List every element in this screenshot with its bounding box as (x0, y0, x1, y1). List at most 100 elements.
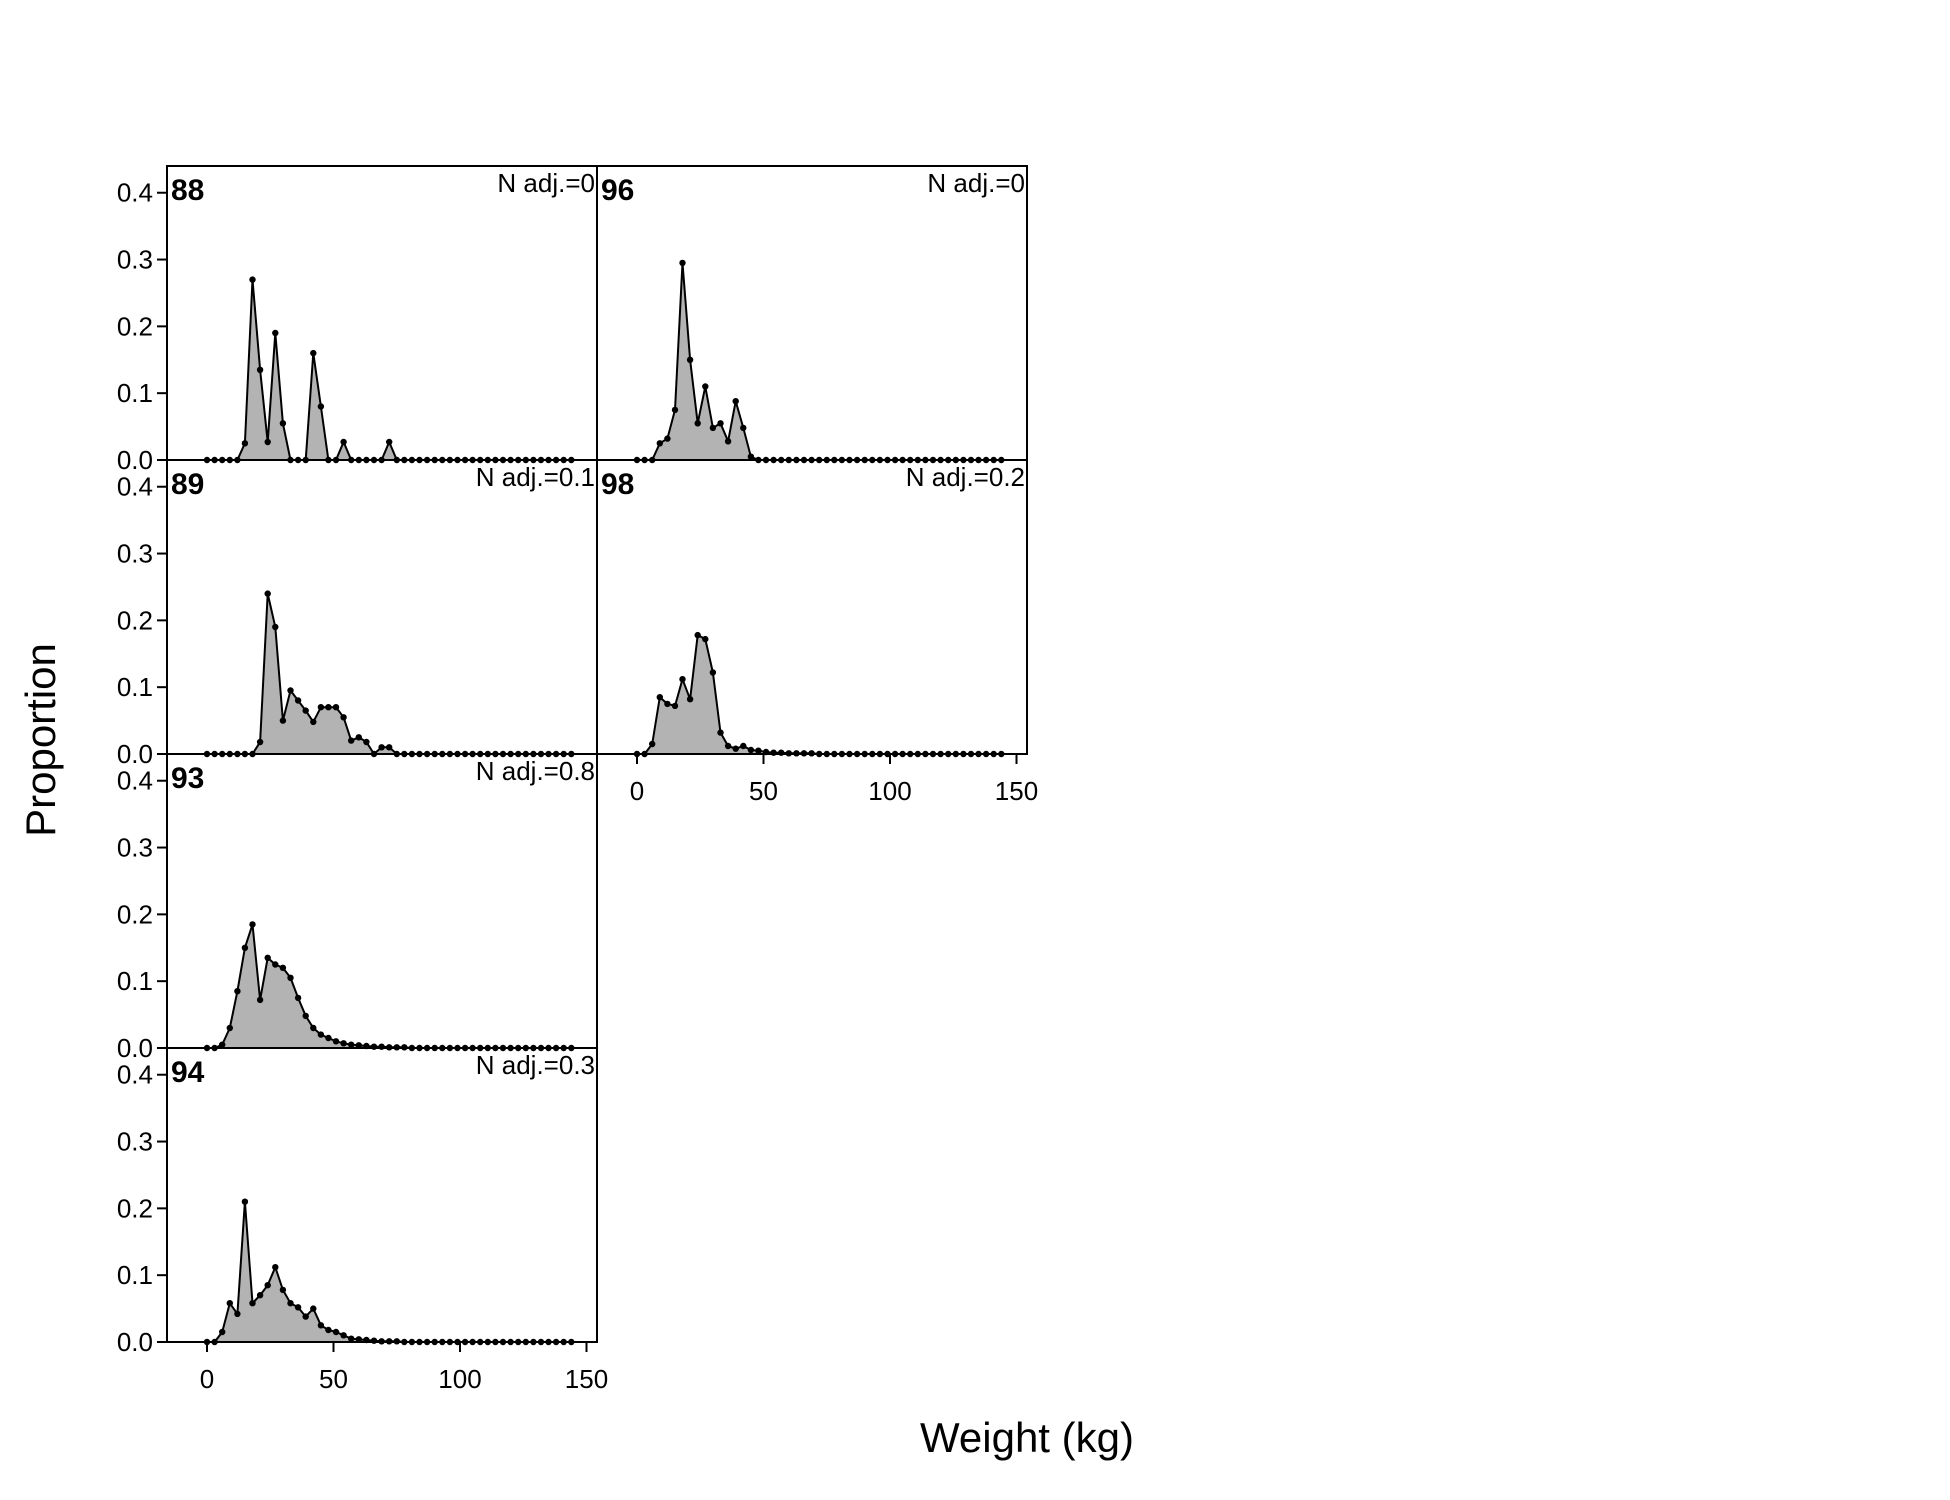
data-point (656, 440, 663, 447)
x-tick-label: 50 (319, 1364, 348, 1394)
data-point (219, 1328, 226, 1336)
data-point (302, 1012, 309, 1020)
data-point (664, 700, 671, 708)
data-point (287, 1300, 294, 1307)
x-tick-label: 100 (868, 776, 911, 806)
data-point (234, 988, 241, 995)
area-fill-89 (207, 593, 572, 754)
y-tick-label: 0.3 (117, 1127, 153, 1157)
data-point (755, 747, 762, 754)
data-point (348, 737, 355, 744)
panel-96: 96 N adj.=0 (596, 165, 1028, 464)
data-point (272, 1264, 279, 1271)
x-tick-label: 150 (995, 776, 1038, 806)
data-point (279, 420, 287, 427)
panel-98: 0 50 100 150 98 N adj.=0.2 (596, 459, 1038, 806)
data-point (219, 1041, 226, 1048)
panel-94: 0.0 0.1 0.2 0.3 0.4 0 50 100 150 94 N adj.=0.3 (117, 1047, 608, 1394)
y-tick-label: 0.4 (117, 178, 153, 208)
data-point (702, 383, 709, 390)
data-point (234, 1310, 241, 1318)
data-point (740, 742, 747, 750)
panel-adj-label: N adj.=0.1 (476, 462, 595, 492)
data-point (317, 1031, 325, 1038)
data-point (272, 329, 279, 337)
data-point (264, 590, 271, 597)
data-point (325, 704, 332, 711)
y-tick-label: 0.1 (117, 966, 153, 996)
data-point (279, 717, 287, 724)
y-tick-label: 0.0 (117, 739, 153, 769)
panel-adj-label: N adj.=0 (927, 168, 1025, 198)
y-tick-label: 0.4 (117, 766, 153, 796)
data-point (656, 694, 663, 701)
data-point (317, 1322, 325, 1329)
data-point (226, 1024, 233, 1032)
data-point (279, 964, 287, 971)
data-point (694, 631, 701, 639)
panel-adj-label: N adj.=0.2 (906, 462, 1025, 492)
data-point (294, 994, 302, 1002)
data-point (272, 961, 279, 968)
data-point (241, 944, 249, 951)
data-point (294, 1304, 302, 1311)
data-point (340, 1332, 347, 1339)
y-tick-label: 0.1 (117, 1260, 153, 1290)
y-tick-label: 0.0 (117, 445, 153, 475)
y-tick-label: 0.3 (117, 833, 153, 863)
y-tick-label: 0.0 (117, 1033, 153, 1063)
data-point (249, 276, 256, 283)
y-axis-title: Proportion (17, 643, 64, 837)
data-point (671, 702, 679, 710)
data-point (279, 1286, 287, 1294)
area-fill-98 (637, 635, 1002, 754)
data-point (694, 420, 701, 427)
data-point (325, 1034, 332, 1042)
y-tick-label: 0.2 (117, 1193, 153, 1223)
x-axis-title: Weight (kg) (920, 1414, 1134, 1461)
data-point (386, 438, 393, 446)
data-point (310, 1024, 317, 1032)
data-point (340, 1040, 347, 1047)
data-point (702, 635, 709, 643)
panel-93: 0.0 0.1 0.2 0.3 0.4 93 N adj.=0.8 (117, 753, 598, 1063)
panel-adj-label: N adj.=0.3 (476, 1050, 595, 1080)
data-point (363, 738, 370, 746)
data-point (256, 996, 264, 1004)
panel-year-label: 98 (601, 468, 634, 501)
data-point (317, 704, 325, 711)
panel-year-label: 89 (171, 468, 204, 501)
data-point (302, 707, 309, 714)
data-point (355, 734, 362, 741)
panel-frame-94 (166, 1047, 598, 1343)
data-point (679, 259, 686, 267)
data-point (732, 745, 739, 752)
y-tick-label: 0.0 (117, 1327, 153, 1357)
x-tick-label: 100 (438, 1364, 481, 1394)
area-fill-96 (637, 262, 1002, 460)
area-fill-93 (207, 924, 572, 1048)
data-point (709, 424, 717, 432)
data-point (740, 424, 747, 432)
y-tick-label: 0.3 (117, 539, 153, 569)
data-point (340, 714, 347, 721)
panel-frame-98 (596, 459, 1028, 755)
data-point (747, 746, 755, 754)
data-point (249, 921, 256, 928)
data-point (256, 366, 264, 373)
data-point (355, 1336, 362, 1343)
data-point (256, 738, 264, 746)
y-tick-label: 0.4 (117, 472, 153, 502)
data-point (717, 729, 724, 736)
data-point (686, 696, 694, 703)
area-fill-94 (207, 1201, 572, 1342)
data-point (325, 1326, 332, 1334)
data-point (348, 1335, 355, 1342)
y-tick-label: 0.2 (117, 605, 153, 635)
series-line-89 (207, 593, 572, 756)
data-point (686, 356, 694, 363)
data-point (241, 440, 249, 447)
data-point (709, 669, 717, 676)
data-point (332, 704, 340, 711)
panel-88: 0.0 0.1 0.2 0.3 0.4 88 N adj.=0 (117, 165, 598, 475)
